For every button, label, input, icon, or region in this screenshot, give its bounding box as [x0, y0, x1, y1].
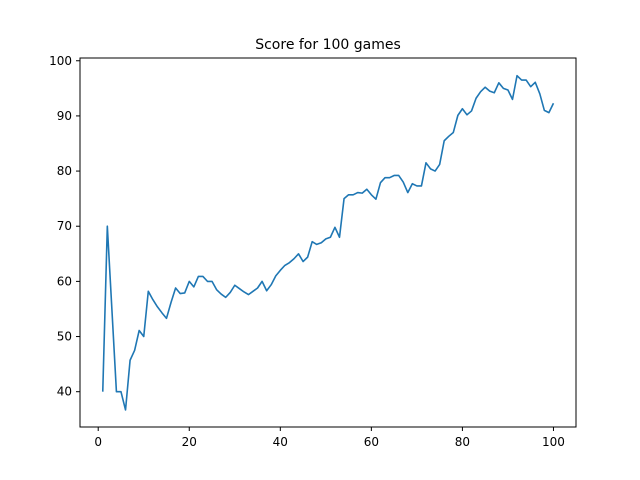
chart-title: Score for 100 games	[255, 37, 401, 53]
y-tick-label: 60	[57, 274, 72, 288]
x-tick-label: 40	[273, 435, 288, 449]
series-line	[101, 74, 555, 411]
x-axis-ticks: 0 20 40 60 80 100	[94, 427, 565, 449]
plot-area	[101, 74, 555, 411]
x-tick-label: 20	[182, 435, 197, 449]
y-tick-label: 40	[57, 385, 72, 399]
plot-frame	[79, 57, 577, 428]
y-tick-label: 90	[57, 109, 72, 123]
y-tick-label: 50	[57, 330, 72, 344]
y-axis-ticks: 40 50 60 70 80 90 100	[49, 54, 80, 399]
x-tick-label: 80	[455, 435, 470, 449]
y-tick-label: 70	[57, 219, 72, 233]
y-tick-label: 100	[49, 54, 72, 68]
y-tick-label: 80	[57, 164, 72, 178]
x-tick-label: 60	[364, 435, 379, 449]
x-tick-label: 0	[94, 435, 102, 449]
x-tick-label: 100	[542, 435, 565, 449]
